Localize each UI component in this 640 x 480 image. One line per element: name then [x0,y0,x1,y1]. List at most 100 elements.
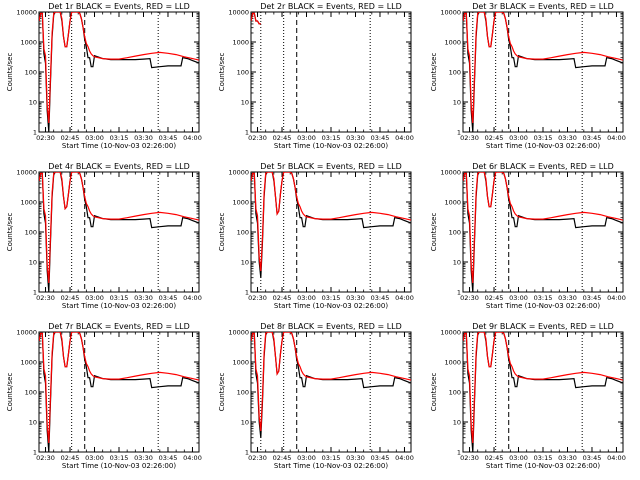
x-tick-label: 04:00 [395,294,414,302]
chart-title: Det 6r BLACK = Events, RED = LLD [472,162,614,171]
x-tick-label: 02:30 [36,294,55,302]
x-axis-label: Start Time (10-Nov-03 02:26:00) [486,302,600,310]
series-line [463,332,623,444]
x-tick-label: 03:15 [110,454,129,462]
y-tick-label: 10000 [228,329,249,337]
chart-title: Det 9r BLACK = Events, RED = LLD [472,322,614,331]
y-tick-label: 100 [237,389,249,397]
x-tick-label: 03:15 [534,454,553,462]
series-group [463,12,623,132]
x-axis-label: Start Time (10-Nov-03 02:26:00) [486,142,600,150]
chart-title: Det 8r BLACK = Events, RED = LLD [260,322,402,331]
y-tick-label: 10000 [228,169,249,177]
chart-panel: Det 3r BLACK = Events, RED = LLD 1 10 100 10… [430,2,626,150]
series-line [39,332,199,444]
y-tick-label: 1 [245,289,249,297]
series-group [463,172,623,292]
x-tick-label: 03:30 [346,294,365,302]
x-tick-label: 03:00 [509,454,528,462]
y-tick-label: 10000 [16,169,37,177]
x-tick-label: 04:00 [607,134,626,142]
x-tick-label: 02:45 [485,454,504,462]
x-tick-label: 03:30 [134,294,153,302]
x-tick-label: 02:45 [485,294,504,302]
x-tick-label: 04:00 [183,454,202,462]
x-tick-label: 02:30 [36,454,55,462]
x-tick-label: 02:30 [36,134,55,142]
x-tick-label: 03:45 [583,294,602,302]
series-group [251,332,411,438]
series-line [39,172,199,284]
x-axis-label: Start Time (10-Nov-03 02:26:00) [62,302,176,310]
series-line [463,12,623,124]
x-tick-label: 02:30 [460,134,479,142]
y-tick-label: 10 [241,99,249,107]
x-tick-label: 03:15 [534,134,553,142]
series-group [39,172,199,292]
x-tick-label: 03:45 [583,454,602,462]
y-tick-label: 1 [33,289,37,297]
y-tick-label: 1 [245,129,249,137]
series-group [251,172,411,278]
x-tick-label: 03:00 [85,134,104,142]
y-axis-label: Counts/sec [218,53,226,92]
x-tick-label: 03:45 [159,294,178,302]
chart-title: Det 2r BLACK = Events, RED = LLD [260,2,402,11]
y-tick-label: 10 [29,99,37,107]
series-group [39,12,199,132]
x-tick-label: 03:15 [110,134,129,142]
y-tick-label: 100 [237,229,249,237]
y-axis-label: Counts/sec [430,53,438,92]
y-tick-label: 1000 [444,39,461,47]
x-tick-label: 03:30 [558,134,577,142]
y-tick-label: 1000 [232,39,249,47]
chart-title: Det 4r BLACK = Events, RED = LLD [48,162,190,171]
x-tick-label: 03:15 [322,454,341,462]
chart-title: Det 1r BLACK = Events, RED = LLD [48,2,190,11]
y-tick-label: 1000 [232,199,249,207]
x-tick-label: 03:30 [558,454,577,462]
y-axis-label: Counts/sec [6,213,14,252]
chart-panel: Det 4r BLACK = Events, RED = LLD 1 10 100 10… [6,162,202,310]
series-line [251,172,411,272]
chart-panel: Det 6r BLACK = Events, RED = LLD 1 10 100 10… [430,162,626,310]
x-tick-label: 03:00 [509,134,528,142]
series-line [251,332,411,432]
y-tick-label: 1 [457,129,461,137]
x-tick-label: 03:15 [322,294,341,302]
chart-panel: Det 8r BLACK = Events, RED = LLD 1 10 100 10… [218,322,414,470]
series-line [251,12,261,25]
y-tick-label: 10 [453,419,461,427]
chart-panel: Det 5r BLACK = Events, RED = LLD 1 10 100 10… [218,162,414,310]
y-tick-label: 1000 [20,359,37,367]
x-tick-label: 03:00 [297,294,316,302]
x-tick-label: 04:00 [395,454,414,462]
chart-panel: Det 9r BLACK = Events, RED = LLD 1 10 100 10… [430,322,626,470]
x-tick-label: 03:00 [509,294,528,302]
y-axis-label: Counts/sec [430,213,438,252]
x-axis-label: Start Time (10-Nov-03 02:26:00) [274,462,388,470]
y-tick-label: 10 [241,259,249,267]
x-tick-label: 02:45 [61,134,80,142]
y-tick-label: 10000 [440,9,461,17]
x-tick-label: 04:00 [395,134,414,142]
y-tick-label: 10000 [440,169,461,177]
y-tick-label: 1000 [20,39,37,47]
x-tick-label: 02:30 [460,454,479,462]
x-tick-label: 03:45 [159,454,178,462]
x-tick-label: 04:00 [607,294,626,302]
y-tick-label: 100 [449,229,461,237]
x-tick-label: 02:30 [248,294,267,302]
y-tick-label: 10 [241,419,249,427]
x-tick-label: 02:30 [248,454,267,462]
y-tick-label: 1 [33,129,37,137]
x-tick-label: 03:15 [110,294,129,302]
series-group [251,12,261,25]
y-tick-label: 1000 [232,359,249,367]
series-group [39,332,199,452]
x-tick-label: 03:30 [134,134,153,142]
chart-panel: Det 7r BLACK = Events, RED = LLD 1 10 100 10… [6,322,202,470]
x-tick-label: 02:45 [273,454,292,462]
y-axis-label: Counts/sec [6,53,14,92]
